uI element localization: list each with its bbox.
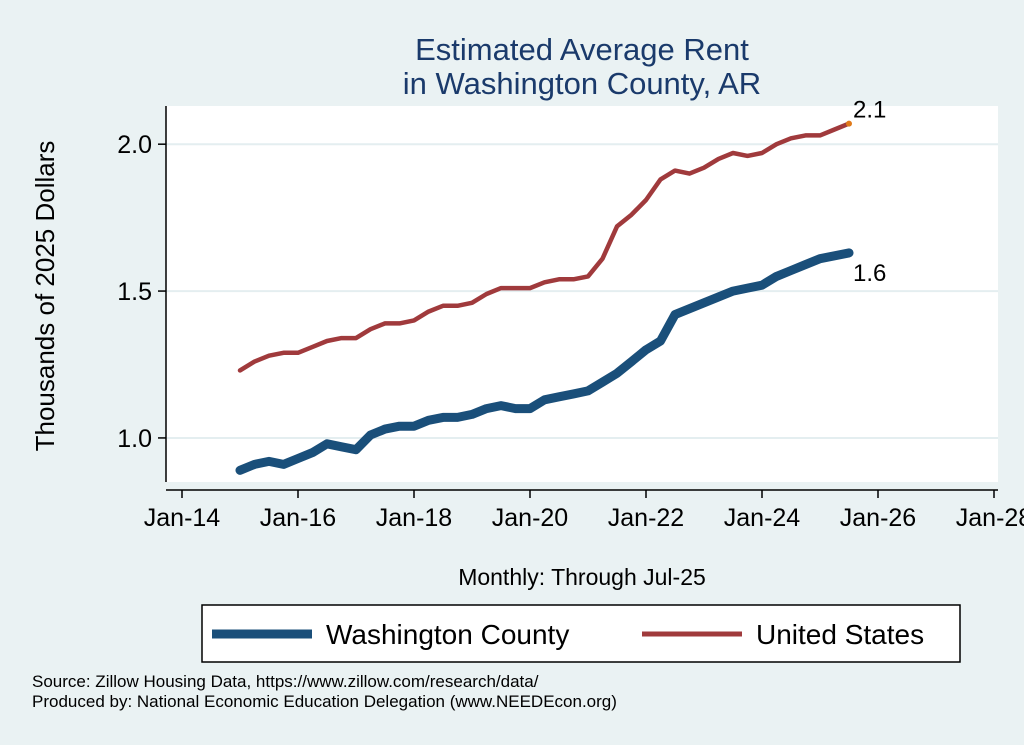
- produced-by-note: Produced by: National Economic Education…: [32, 692, 617, 711]
- legend: Washington County United States: [201, 604, 961, 663]
- x-axis-title: Monthly: Through Jul-25: [458, 564, 706, 590]
- x-tick-label: Jan-22: [608, 504, 684, 532]
- x-tick-label: Jan-24: [724, 504, 801, 532]
- end-label-washington-county: 1.6: [853, 260, 886, 287]
- source-note: Source: Zillow Housing Data, https://www…: [32, 672, 539, 691]
- series-line-washington-county: [235, 248, 854, 475]
- end-label-united-states: 2.1: [853, 97, 886, 124]
- end-labels: 1.6 2.1: [846, 97, 886, 287]
- y-tick-label: 2.0: [117, 131, 152, 159]
- chart-title-line-1: Estimated Average Rent: [415, 32, 749, 67]
- x-tick-label: Jan-16: [260, 504, 336, 532]
- y-axis-title: Thousands of 2025 Dollars: [30, 141, 60, 452]
- y-tick-label: 1.5: [117, 278, 152, 306]
- plot-area: [166, 106, 998, 482]
- legend-box: [201, 604, 961, 663]
- y-tick-label: 1.0: [117, 425, 152, 453]
- x-tick-label: Jan-28: [956, 504, 1024, 532]
- legend-label-united-states: United States: [756, 619, 924, 650]
- series-line-united-states: [237, 121, 852, 373]
- chart-title-line-2: in Washington County, AR: [403, 66, 761, 101]
- x-tick-label: Jan-18: [376, 504, 452, 532]
- series-lines: [235, 121, 854, 475]
- axes: 1.0 1.5 2.0 Jan-14 Jan-16 Jan-18 Jan-20 Jan-22 J…: [117, 106, 1024, 532]
- gridlines: [166, 143, 998, 439]
- x-tick-label: Jan-20: [492, 504, 568, 532]
- x-tick-label: Jan-26: [840, 504, 916, 532]
- end-marker-united-states: [846, 120, 852, 127]
- x-tick-label: Jan-14: [144, 504, 221, 532]
- legend-label-washington-county: Washington County: [326, 619, 569, 650]
